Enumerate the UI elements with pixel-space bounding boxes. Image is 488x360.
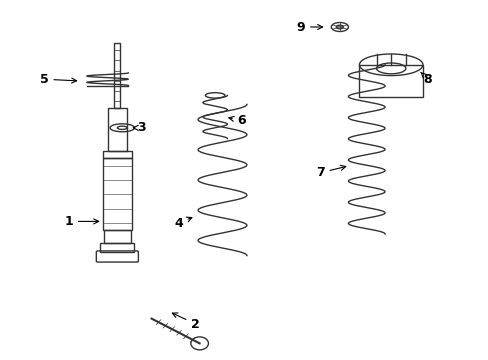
Text: 4: 4: [174, 217, 191, 230]
Text: 8: 8: [420, 72, 431, 86]
Text: 5: 5: [40, 73, 77, 86]
Text: 7: 7: [315, 165, 345, 179]
Text: 3: 3: [133, 121, 146, 134]
Bar: [107, 108, 127, 151]
Bar: [359, 65, 422, 97]
Bar: [114, 43, 120, 108]
Bar: [100, 243, 134, 252]
Bar: [102, 158, 132, 230]
Bar: [103, 230, 130, 243]
Bar: [102, 151, 132, 158]
Text: 1: 1: [64, 215, 99, 228]
Text: 2: 2: [172, 313, 200, 330]
Text: 6: 6: [228, 114, 246, 127]
Text: 9: 9: [296, 21, 322, 33]
